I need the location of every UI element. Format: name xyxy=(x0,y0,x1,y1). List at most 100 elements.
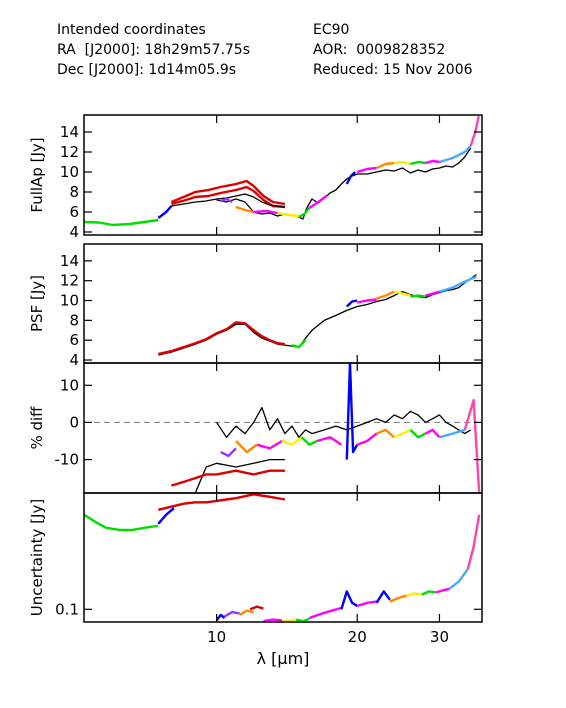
series-line-2-11 xyxy=(376,428,395,439)
panel-1: 4 6 810 12 14 PSF [Jy] xyxy=(28,243,483,369)
series-line-0-12 xyxy=(345,171,357,185)
series-line-1-2 xyxy=(345,299,358,308)
series-line-3-4 xyxy=(215,613,226,622)
series-line-2-13 xyxy=(409,429,427,439)
series-line-3-3 xyxy=(235,493,286,501)
x-tick-label: 20 xyxy=(348,628,367,646)
series-line-3-12 xyxy=(340,590,358,610)
series-line-2-3 xyxy=(220,447,237,458)
x-axis-label: λ [μm] xyxy=(257,649,310,668)
panel-0: 4 6 8 10 12 14 FullAp [Jy] xyxy=(28,114,483,241)
series-line-3-5 xyxy=(223,610,240,618)
y-tick-label: 10 xyxy=(60,292,79,310)
series-line-0-9 xyxy=(277,211,300,218)
y-tick-label: 6 xyxy=(69,331,79,349)
y-axis-label: % diff xyxy=(28,406,46,450)
y-tick-label: 14 xyxy=(60,123,79,141)
series-line-1-1 xyxy=(158,321,286,356)
header-aor: AOR: 0009828352 xyxy=(313,42,446,58)
series-line-3-19 xyxy=(448,568,469,590)
series-line-3-16 xyxy=(406,592,422,597)
panel-frame xyxy=(83,114,483,236)
series-line-2-2 xyxy=(171,469,285,487)
series-line-2-8 xyxy=(316,436,343,446)
series-line-0-13 xyxy=(356,166,377,174)
header-reduced-date: Reduced: 15 Nov 2006 xyxy=(313,62,473,78)
header-dec: Dec [J2000]: 1d14m05.9s xyxy=(57,62,237,78)
series-line-2-7 xyxy=(300,436,318,446)
series-line-0-5 xyxy=(216,147,472,220)
y-tick-label: 0 xyxy=(69,413,79,431)
series-line-2-16 xyxy=(463,398,481,493)
series-line-2-14 xyxy=(424,428,441,439)
series-line-1-7 xyxy=(425,290,440,297)
series-line-3-20 xyxy=(466,514,481,570)
series-line-0-2 xyxy=(170,179,286,206)
series-line-3-9 xyxy=(281,618,297,622)
series-line-1-0 xyxy=(158,274,477,356)
series-line-0-10 xyxy=(298,207,311,219)
series-line-0-19 xyxy=(469,115,480,147)
y-tick-label: 12 xyxy=(60,272,79,290)
series-line-2-5 xyxy=(256,439,283,450)
series-line-1-6 xyxy=(410,294,426,298)
series-line-3-7 xyxy=(249,605,264,611)
y-tick-label: 4 xyxy=(69,351,79,369)
y-tick-label: 0.1 xyxy=(55,600,79,618)
series-line-0-17 xyxy=(425,159,440,165)
series-line-0-11 xyxy=(308,195,328,209)
series-line-3-2 xyxy=(158,497,237,511)
series-line-3-0 xyxy=(84,513,159,532)
y-axis-label: Uncertainty [Jy] xyxy=(28,499,46,616)
series-line-3-1 xyxy=(157,507,175,525)
series-line-3-8 xyxy=(263,618,283,622)
series-line-3-10 xyxy=(295,617,310,622)
y-tick-label: 8 xyxy=(69,183,79,201)
header-ra: RA [J2000]: 18h29m57.75s xyxy=(57,42,250,58)
y-tick-label: 8 xyxy=(69,311,79,329)
series-line-0-0 xyxy=(84,218,159,227)
panel-frame xyxy=(83,362,483,494)
series-line-2-10 xyxy=(356,432,378,446)
series-line-0-6 xyxy=(220,197,233,204)
series-line-1-5 xyxy=(393,290,411,297)
series-line-1-9 xyxy=(291,339,307,349)
series-line-0-14 xyxy=(376,161,395,170)
series-line-1-8 xyxy=(439,275,477,293)
y-tick-label: 4 xyxy=(69,223,79,241)
y-tick-label: 6 xyxy=(69,203,79,221)
panel-2: -10 0 10 % diff xyxy=(28,362,483,494)
series-line-2-12 xyxy=(393,428,411,439)
series-line-1-4 xyxy=(376,290,395,300)
series-line-2-6 xyxy=(281,436,303,446)
series-line-0-8 xyxy=(253,209,278,215)
series-line-3-14 xyxy=(375,590,391,604)
series-line-3-11 xyxy=(309,606,342,620)
series-line-0-7 xyxy=(235,205,254,214)
series-line-2-15 xyxy=(439,428,466,439)
y-tick-label: 14 xyxy=(60,252,79,270)
y-axis-label: FullAp [Jy] xyxy=(28,137,46,212)
series-line-2-1 xyxy=(194,458,285,493)
x-tick-label: 30 xyxy=(430,628,449,646)
series-line-3-15 xyxy=(389,594,407,603)
series-line-3-18 xyxy=(435,587,450,594)
series-line-0-4 xyxy=(171,193,285,208)
series-line-0-3 xyxy=(171,185,285,209)
series-line-0-1 xyxy=(157,205,173,219)
header-object-name: EC90 xyxy=(313,22,350,38)
series-line-2-4 xyxy=(235,440,258,454)
series-line-3-6 xyxy=(238,609,254,617)
y-tick-label: 10 xyxy=(60,163,79,181)
series-line-2-9 xyxy=(345,363,359,460)
y-tick-label: -10 xyxy=(55,451,80,469)
y-axis-label: PSF [Jy] xyxy=(28,275,46,332)
series-line-3-17 xyxy=(421,590,437,596)
series-line-0-16 xyxy=(410,160,426,166)
series-line-3-13 xyxy=(356,600,377,608)
series-line-0-15 xyxy=(394,160,411,166)
y-tick-label: 10 xyxy=(60,376,79,394)
panel-3: 0.1 Uncertainty [Jy] 10 20 30 λ [μm] xyxy=(28,492,483,668)
series-line-0-18 xyxy=(439,145,472,164)
